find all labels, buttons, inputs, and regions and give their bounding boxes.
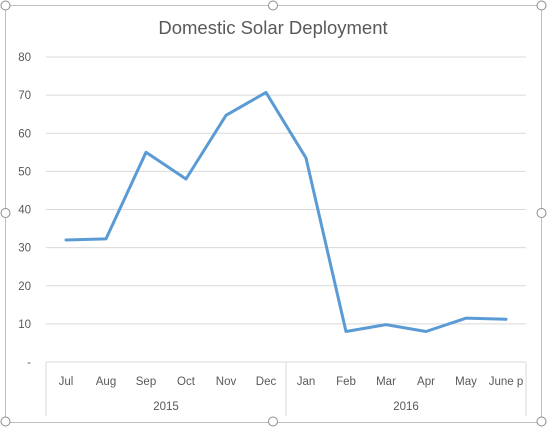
- series-group: [64, 90, 508, 333]
- resize-handle-bottom[interactable]: [268, 416, 278, 427]
- x-group-label: 2016: [393, 401, 419, 413]
- x-tick-label: June p: [489, 376, 524, 388]
- x-tick-label: Jul: [59, 376, 74, 388]
- x-tick-label: Aug: [96, 376, 116, 388]
- x-tick-label: Dec: [256, 376, 277, 388]
- x-tick-label: Oct: [177, 376, 196, 388]
- y-tick-label: 50: [18, 166, 31, 178]
- y-tick-label: -: [27, 357, 31, 369]
- resize-handle-right[interactable]: [536, 208, 547, 218]
- resize-handle-top[interactable]: [268, 0, 278, 11]
- x-tick-label: Jan: [297, 376, 316, 388]
- resize-handle-top-left[interactable]: [0, 0, 11, 11]
- x-group-label: 2015: [153, 401, 179, 413]
- x-tick-label: Nov: [216, 376, 237, 388]
- x-tick-label: Sep: [136, 376, 156, 388]
- chart-frame: [5, 5, 542, 423]
- x-tick-label: May: [455, 376, 477, 388]
- resize-handle-top-right[interactable]: [536, 0, 547, 11]
- x-tick-label: Feb: [336, 376, 356, 388]
- resize-handle-bottom-left[interactable]: [0, 416, 11, 427]
- y-axis: - 10 20 30 40 50 60 70 80: [18, 52, 31, 369]
- x-tick-label: Mar: [376, 376, 396, 388]
- y-tick-label: 70: [18, 90, 31, 102]
- resize-handle-left[interactable]: [0, 208, 11, 218]
- y-tick-label: 30: [18, 243, 31, 255]
- series-line: [64, 90, 508, 333]
- resize-handle-bottom-right[interactable]: [536, 416, 547, 427]
- chart-title: Domestic Solar Deployment: [158, 17, 387, 38]
- y-tick-label: 80: [18, 52, 31, 64]
- y-tick-label: 40: [18, 205, 31, 217]
- y-tick-label: 60: [18, 128, 31, 140]
- y-tick-label: 10: [18, 319, 31, 331]
- x-axis: Jul Aug Sep Oct Nov Dec Jan Feb Mar Apr May June p 2…: [45, 361, 527, 416]
- y-tick-label: 20: [18, 281, 31, 293]
- x-tick-label: Apr: [417, 376, 435, 388]
